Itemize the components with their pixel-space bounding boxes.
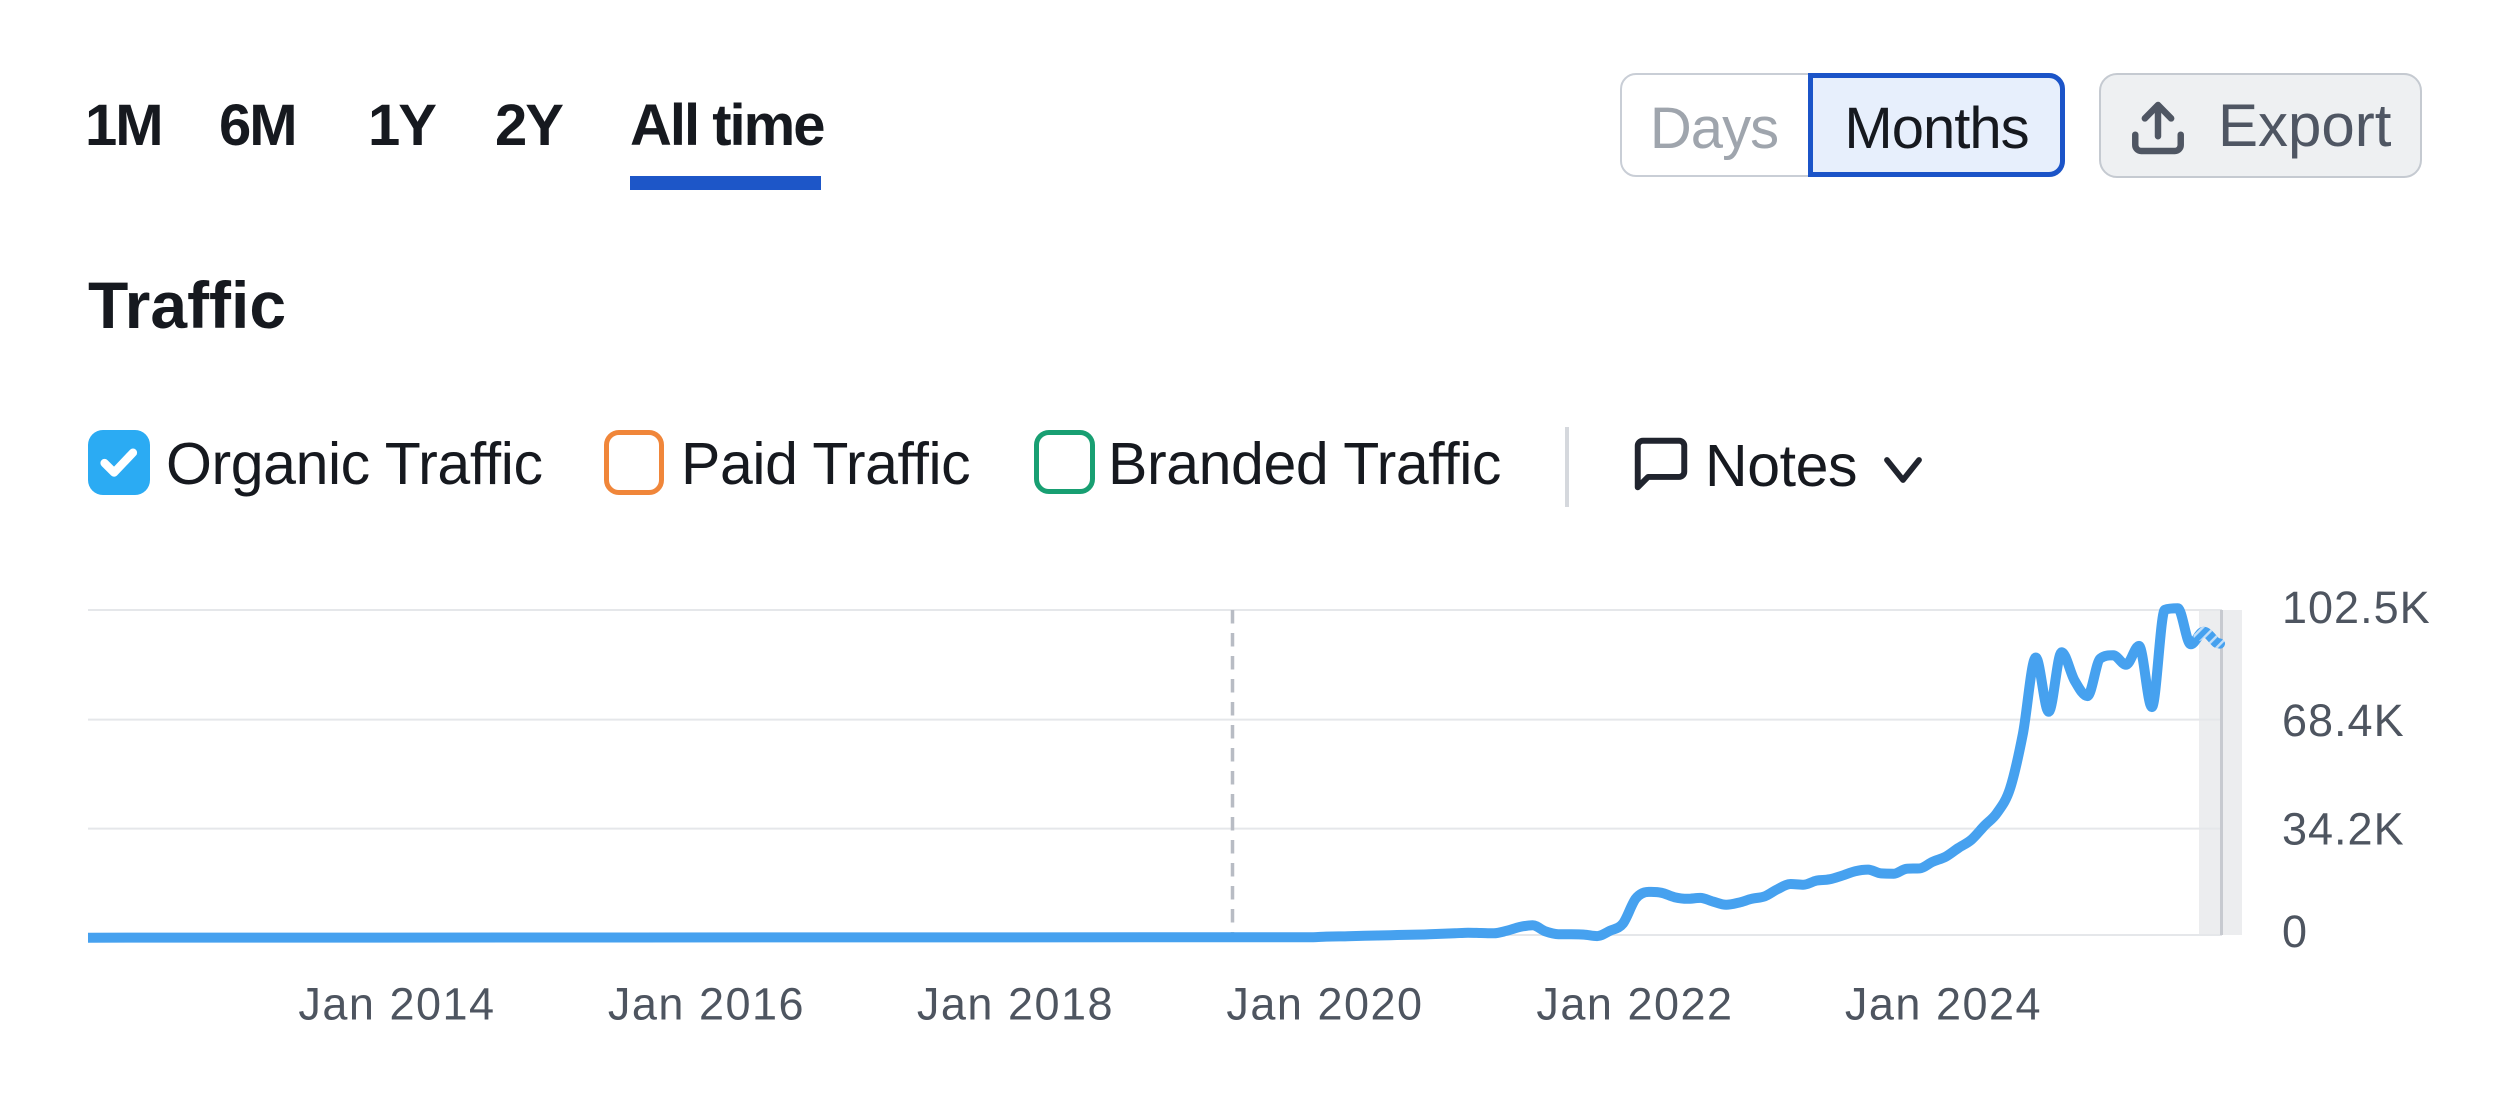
svg-text:34.2K: 34.2K [2282, 804, 2405, 855]
svg-text:Jan 2024: Jan 2024 [1845, 979, 2042, 1030]
svg-text:0: 0 [2282, 906, 2308, 957]
svg-text:Jan 2018: Jan 2018 [917, 979, 1114, 1030]
svg-text:Jan 2022: Jan 2022 [1536, 979, 1733, 1030]
svg-text:68.4K: 68.4K [2282, 695, 2405, 746]
svg-text:102.5K: 102.5K [2282, 582, 2431, 633]
svg-text:Jan 2016: Jan 2016 [608, 979, 805, 1030]
svg-text:Jan 2020: Jan 2020 [1226, 979, 1423, 1030]
svg-text:Jan 2014: Jan 2014 [298, 979, 495, 1030]
